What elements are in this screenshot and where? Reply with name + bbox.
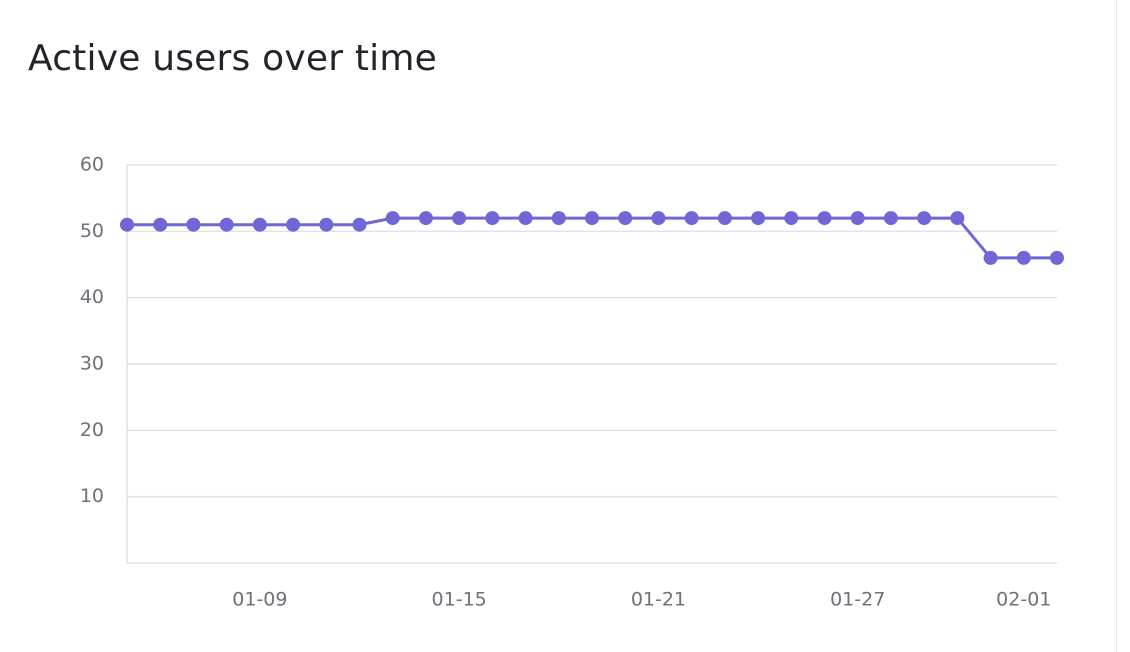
x-tick-label: 02-01 xyxy=(996,589,1051,611)
point xyxy=(618,211,633,226)
point xyxy=(120,217,134,232)
point xyxy=(784,211,799,226)
point xyxy=(1050,250,1064,265)
point xyxy=(286,217,301,232)
point xyxy=(319,217,334,232)
point xyxy=(153,217,168,232)
point xyxy=(418,211,433,226)
point xyxy=(817,211,832,226)
point xyxy=(352,217,367,232)
x-tick-label: 01-27 xyxy=(830,589,885,611)
point xyxy=(551,211,566,226)
point xyxy=(717,211,732,226)
y-tick-label: 30 xyxy=(80,353,104,375)
x-tick-label: 01-09 xyxy=(232,589,287,611)
x-tick-label: 01-21 xyxy=(631,589,686,611)
point xyxy=(684,211,699,226)
x-tick-label: 01-15 xyxy=(432,589,487,611)
point xyxy=(917,211,932,226)
point xyxy=(485,211,500,226)
y-tick-label: 50 xyxy=(80,220,104,242)
point xyxy=(186,217,201,232)
point xyxy=(850,211,865,226)
point xyxy=(883,211,898,226)
y-tick-label: 60 xyxy=(80,154,104,176)
point xyxy=(219,217,234,232)
y-tick-label: 10 xyxy=(80,485,104,507)
point xyxy=(651,211,666,226)
point xyxy=(950,211,965,226)
point xyxy=(518,211,533,226)
point xyxy=(751,211,766,226)
y-tick-label: 40 xyxy=(80,286,104,308)
point xyxy=(983,250,998,265)
point xyxy=(1016,250,1031,265)
point xyxy=(252,217,267,232)
point xyxy=(585,211,599,226)
point xyxy=(385,211,400,226)
y-tick-label: 20 xyxy=(80,419,104,441)
point xyxy=(452,211,467,226)
chart-title: Active users over time xyxy=(28,38,437,79)
